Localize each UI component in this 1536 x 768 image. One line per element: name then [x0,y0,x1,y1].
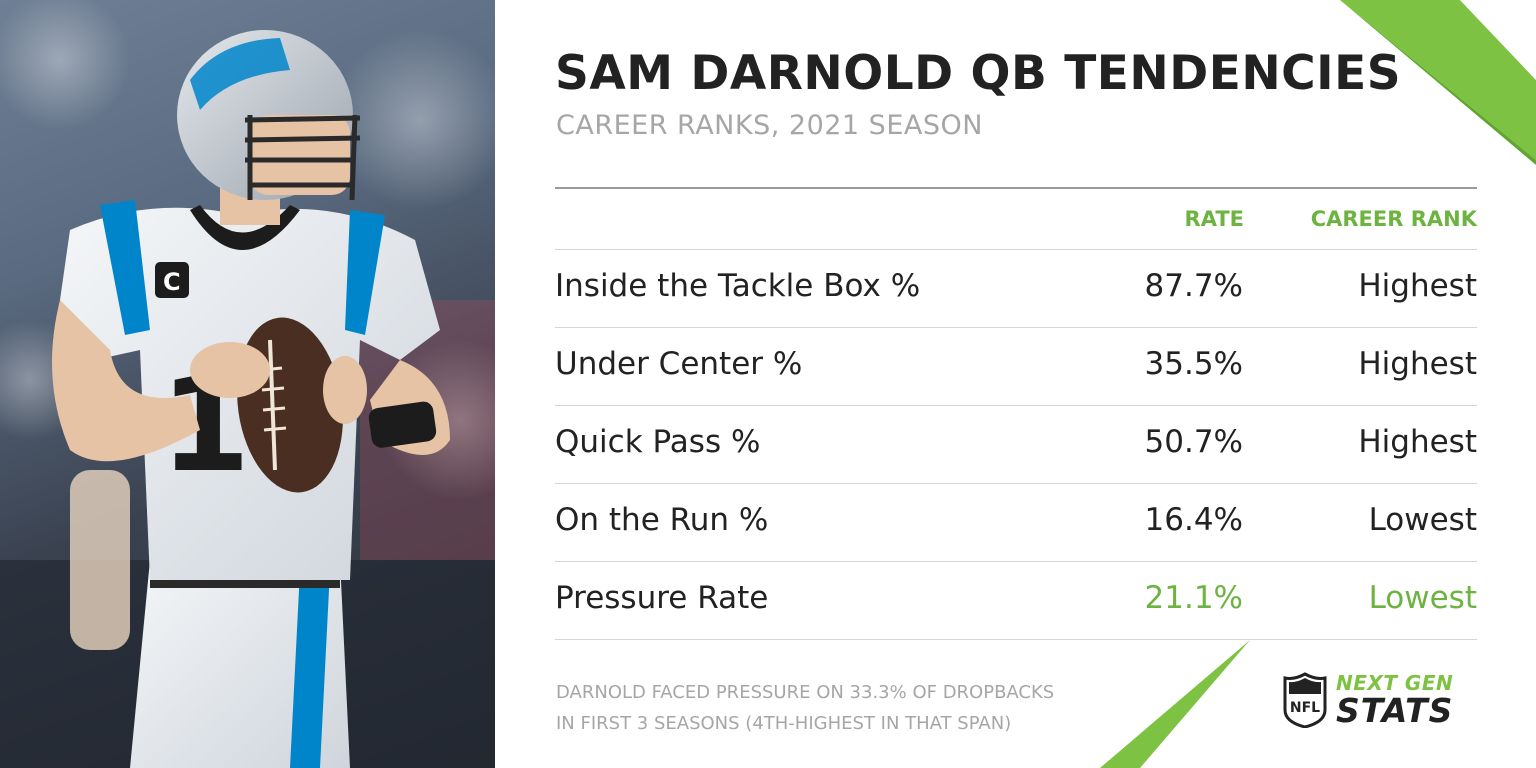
stat-rate: 35.5% [1144,346,1243,382]
bottom-accent-shape [1100,640,1250,768]
page-title: SAM DARNOLD QB TENDENCIES [555,46,1402,101]
stat-rate: 16.4% [1144,502,1243,538]
page-subtitle: CAREER RANKS, 2021 SEASON [556,110,983,141]
footnote-line: DARNOLD FACED PRESSURE ON 33.3% OF DROPB… [556,682,1055,703]
table-row-highlighted: Pressure Rate 21.1% Lowest [555,561,1477,639]
stat-label: On the Run % [555,502,769,538]
corner-accent-shape [1340,0,1536,165]
stat-label: Quick Pass % [555,424,761,460]
stat-career-rank: Lowest [1368,580,1477,616]
stat-rate: 50.7% [1144,424,1243,460]
stat-career-rank: Highest [1358,268,1477,304]
logo-next-gen: NEXT GEN [1336,671,1454,695]
column-header-career-rank: CAREER RANK [1310,207,1477,231]
table-row: Quick Pass % 50.7% Highest [555,405,1477,483]
stat-career-rank: Lowest [1368,502,1477,538]
stat-label: Inside the Tackle Box % [555,268,921,304]
stat-label: Pressure Rate [555,580,769,616]
stat-rate: 87.7% [1144,268,1243,304]
player-photo: 14 C [0,0,495,768]
table-row: Under Center % 35.5% Highest [555,327,1477,405]
stat-label: Under Center % [555,346,803,382]
column-header-rate: RATE [1184,207,1244,231]
table-bottom-divider [555,639,1477,640]
footnote-line: IN FIRST 3 SEASONS (4TH-HIGHEST IN THAT … [556,713,1012,734]
header-divider [555,187,1477,189]
next-gen-stats-logo: NEXT GEN STATS [1336,672,1476,728]
stat-rate: 21.1% [1144,580,1243,616]
stat-career-rank: Highest [1358,346,1477,382]
table-row: On the Run % 16.4% Lowest [555,483,1477,561]
table-row: Inside the Tackle Box % 87.7% Highest [555,249,1477,327]
footnote: DARNOLD FACED PRESSURE ON 33.3% OF DROPB… [556,677,1176,739]
nfl-shield-icon: NFL [1283,672,1327,728]
captain-patch: C [163,268,181,296]
quarterback-illustration: 14 C [0,0,495,768]
stat-career-rank: Highest [1358,424,1477,460]
logo-stats: STATS [1336,691,1454,730]
nfl-shield-text: NFL [1290,700,1320,716]
